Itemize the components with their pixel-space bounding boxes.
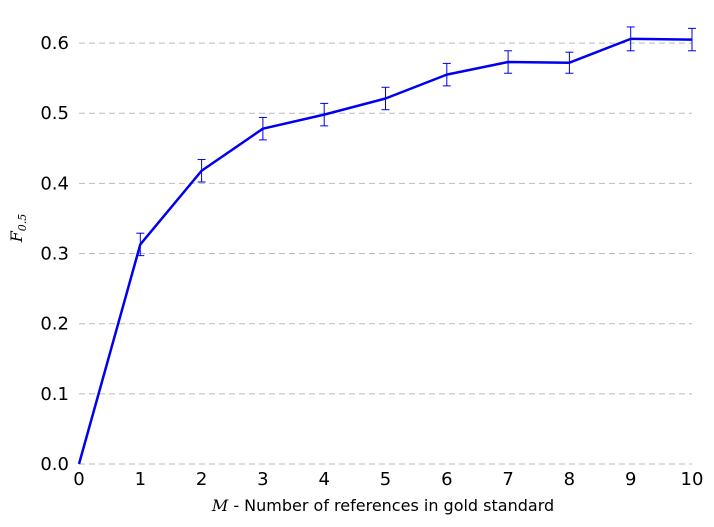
y-tick-label: 0.5 xyxy=(40,103,69,124)
y-tick-label: 0.6 xyxy=(40,33,69,54)
y-tick-label: 0.3 xyxy=(40,244,69,265)
x-tick-labels: 0 1 2 3 4 5 6 7 8 9 10 xyxy=(73,469,703,490)
x-axis-text: - Number of references in gold standard xyxy=(228,496,554,515)
y-tick-label: 0.2 xyxy=(40,314,69,335)
x-tick-label: 4 xyxy=(318,469,329,490)
x-tick-label: 2 xyxy=(196,469,207,490)
x-tick-label: 6 xyxy=(441,469,452,490)
y-axis-symbol: F xyxy=(7,230,26,243)
gridlines xyxy=(79,42,692,465)
error-bar xyxy=(197,159,206,183)
x-tick-label: 8 xyxy=(564,469,575,490)
error-bar xyxy=(258,116,267,141)
y-axis-label: F0.5 xyxy=(7,214,29,244)
y-tick-label: 0.1 xyxy=(40,384,69,405)
x-tick-label: 0 xyxy=(73,469,84,490)
x-axis-label: M - Number of references in gold standar… xyxy=(211,496,554,515)
x-tick-label: 1 xyxy=(135,469,146,490)
error-bar xyxy=(381,86,390,111)
y-axis-subscript: 0.5 xyxy=(16,214,29,232)
error-bar xyxy=(504,50,513,74)
data-series xyxy=(77,26,696,465)
error-bar xyxy=(442,62,451,87)
x-tick-label: 7 xyxy=(502,469,513,490)
x-axis-symbol: M xyxy=(211,496,229,515)
y-tick-label: 0.4 xyxy=(40,173,69,194)
x-tick-label: 5 xyxy=(380,469,391,490)
y-tick-label: 0.0 xyxy=(40,454,69,475)
y-tick-labels: 0.0 0.1 0.2 0.3 0.4 0.5 0.6 xyxy=(40,33,69,475)
error-bar xyxy=(688,27,696,52)
x-tick-label: 3 xyxy=(257,469,268,490)
error-bar xyxy=(136,232,145,257)
error-bar xyxy=(565,51,574,74)
error-bar xyxy=(320,102,329,127)
x-tick-label: 9 xyxy=(625,469,636,490)
error-bar xyxy=(626,26,635,52)
x-tick-label: 10 xyxy=(681,469,704,490)
